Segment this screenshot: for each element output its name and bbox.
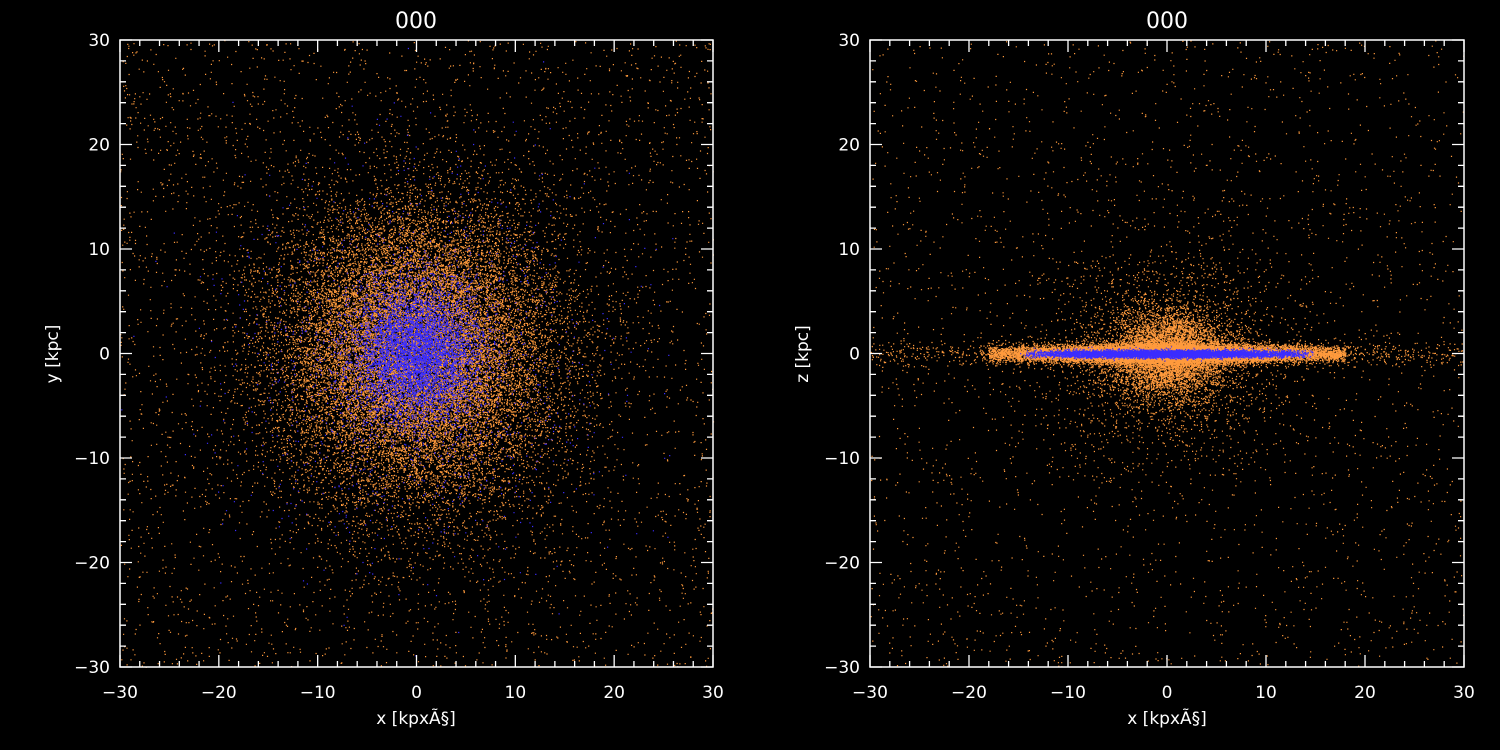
blue-particles	[121, 47, 674, 657]
tick-marks	[119, 39, 714, 668]
axis-ticks	[119, 39, 714, 668]
x-tick-label: −10	[1050, 683, 1086, 703]
y-tick-label: −10	[824, 449, 860, 469]
x-axis-label: x [kpxÃ§]	[1127, 707, 1207, 729]
y-tick-label: 20	[88, 136, 110, 156]
y-tick-label: 30	[838, 31, 860, 51]
x-tick-label: −30	[102, 683, 138, 703]
y-tick-label: 0	[849, 345, 860, 365]
scatter-points	[870, 40, 1465, 668]
scatter-points	[120, 40, 715, 668]
blue-particles	[1020, 346, 1314, 362]
y-tick-label: 10	[88, 240, 110, 260]
axis-ticks	[869, 39, 1465, 668]
x-tick-label: 20	[603, 683, 625, 703]
x-tick-label: 0	[1162, 683, 1173, 703]
x-tick-label: −30	[852, 683, 888, 703]
x-tick-label: 10	[505, 683, 527, 703]
y-tick-label: −20	[824, 554, 860, 574]
y-axis-label: z [kpc]	[793, 325, 813, 383]
x-tick-label: 0	[411, 683, 422, 703]
plot-title: 000	[395, 9, 437, 34]
y-tick-label: 20	[838, 136, 860, 156]
edge-on-panel: 000 −30 −20 −10 0 10 20 30 −30 −20 −10 0 10 20 30 x …	[793, 9, 1475, 729]
x-tick-labels: −30 −20 −10 0 10 20 30	[852, 683, 1475, 703]
y-axis-label: y [kpc]	[43, 325, 63, 384]
x-tick-label: 30	[1453, 683, 1475, 703]
y-tick-label: 0	[99, 345, 110, 365]
x-tick-label: −10	[300, 683, 336, 703]
plot-title: 000	[1146, 9, 1188, 34]
x-tick-label: 30	[702, 683, 724, 703]
y-tick-label: 30	[88, 31, 110, 51]
y-tick-label: −10	[74, 449, 110, 469]
y-tick-labels: −30 −20 −10 0 10 20 30	[74, 31, 110, 678]
x-tick-label: 10	[1255, 683, 1277, 703]
y-tick-labels: −30 −20 −10 0 10 20 30	[824, 31, 860, 678]
x-tick-label: 20	[1354, 683, 1376, 703]
x-tick-label: −20	[201, 683, 237, 703]
face-on-panel: 000 −30 −20 −10 0 10 20 30 −30 −20 −10 0 10 20 30 x …	[43, 9, 724, 729]
plot-frame	[119, 39, 714, 668]
x-tick-labels: −30 −20 −10 0 10 20 30	[102, 683, 724, 703]
y-tick-label: −30	[824, 658, 860, 678]
tick-marks	[869, 39, 1465, 668]
y-tick-label: −30	[74, 658, 110, 678]
x-tick-label: −20	[951, 683, 987, 703]
y-tick-label: 10	[838, 240, 860, 260]
y-tick-label: −20	[74, 554, 110, 574]
x-axis-label: x [kpxÃ§]	[376, 707, 456, 729]
